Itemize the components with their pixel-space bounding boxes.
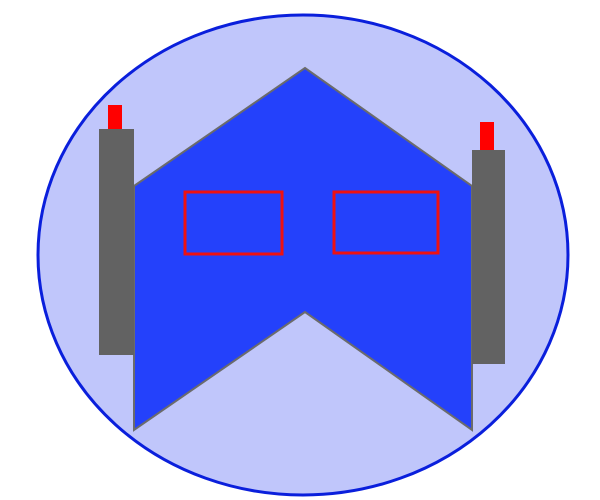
right-indicator	[480, 122, 494, 150]
chevron-body	[133, 66, 473, 432]
left-side-bar	[99, 129, 134, 355]
left-window	[183, 190, 284, 256]
right-window	[332, 190, 440, 255]
right-side-bar	[472, 150, 505, 364]
left-indicator	[108, 105, 122, 129]
